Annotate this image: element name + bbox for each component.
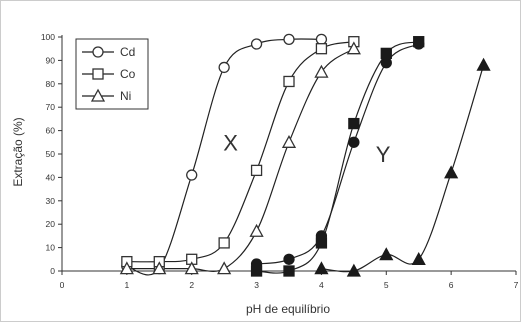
y-tick-label: 50 <box>46 149 56 159</box>
data-point-square <box>315 43 328 55</box>
y-tick-label: 90 <box>46 55 56 65</box>
legend-label: Co <box>120 67 136 81</box>
data-point-triangle <box>476 57 491 71</box>
legend-marker-triangle <box>90 88 106 102</box>
data-point-triangle <box>346 41 361 55</box>
y-tick-label: 80 <box>46 79 56 89</box>
data-point-triangle <box>444 165 459 179</box>
x-axis-label: pH de equilíbrio <box>246 302 330 316</box>
data-point-square <box>315 237 328 249</box>
data-point-triangle <box>152 261 167 275</box>
data-point-triangle <box>379 247 394 261</box>
y-tick-label: 30 <box>46 196 56 206</box>
y-tick-label: 40 <box>46 172 56 182</box>
x-tick-label: 0 <box>60 280 65 290</box>
data-point-circle <box>186 169 198 181</box>
y-tick-label: 10 <box>46 243 56 253</box>
x-tick-label: 7 <box>514 280 519 290</box>
group-annotation: X <box>223 130 238 155</box>
legend-label: Ni <box>120 89 131 103</box>
data-point-square <box>380 47 392 60</box>
legend: Cd Co Ni <box>75 38 149 110</box>
data-point-circle <box>315 33 328 45</box>
data-point-triangle <box>411 251 426 265</box>
data-point-circle <box>250 38 263 50</box>
data-point-square <box>348 117 360 130</box>
x-tick-label: 2 <box>189 280 194 290</box>
data-point-circle <box>348 136 360 148</box>
y-axis-label: Extração (%) <box>11 117 25 186</box>
data-point-square <box>218 237 230 249</box>
data-point-triangle <box>346 263 361 277</box>
x-tick-label: 3 <box>254 280 259 290</box>
legend-label: Cd <box>120 45 135 59</box>
data-point-triangle <box>314 64 329 78</box>
x-tick-label: 4 <box>319 280 324 290</box>
y-tick-label: 70 <box>46 102 56 112</box>
data-point-circle <box>218 61 230 74</box>
legend-marker-square <box>92 68 104 80</box>
data-point-triangle <box>249 223 264 237</box>
data-point-triangle <box>119 261 134 275</box>
data-point-square <box>250 265 263 277</box>
data-point-circle <box>380 57 392 69</box>
data-point-square <box>250 164 263 177</box>
x-tick-label: 5 <box>384 280 389 290</box>
data-point-circle <box>283 33 295 45</box>
x-tick-label: 6 <box>449 280 454 290</box>
data-point-triangle <box>314 261 329 275</box>
series-markers <box>119 33 491 277</box>
y-tick-label: 0 <box>50 266 55 276</box>
data-point-circle <box>283 253 295 265</box>
data-point-triangle <box>184 261 199 275</box>
y-tick-label: 20 <box>46 219 56 229</box>
group-annotation: Y <box>376 142 391 167</box>
y-tick-label: 100 <box>41 32 55 42</box>
data-point-triangle <box>281 134 297 148</box>
x-tick-label: 1 <box>124 280 129 290</box>
data-point-square <box>413 36 425 48</box>
data-point-triangle <box>217 261 232 275</box>
y-tick-label: 60 <box>46 126 56 136</box>
data-point-square <box>283 265 295 277</box>
data-point-square <box>283 75 295 88</box>
legend-marker-circle <box>92 46 104 58</box>
